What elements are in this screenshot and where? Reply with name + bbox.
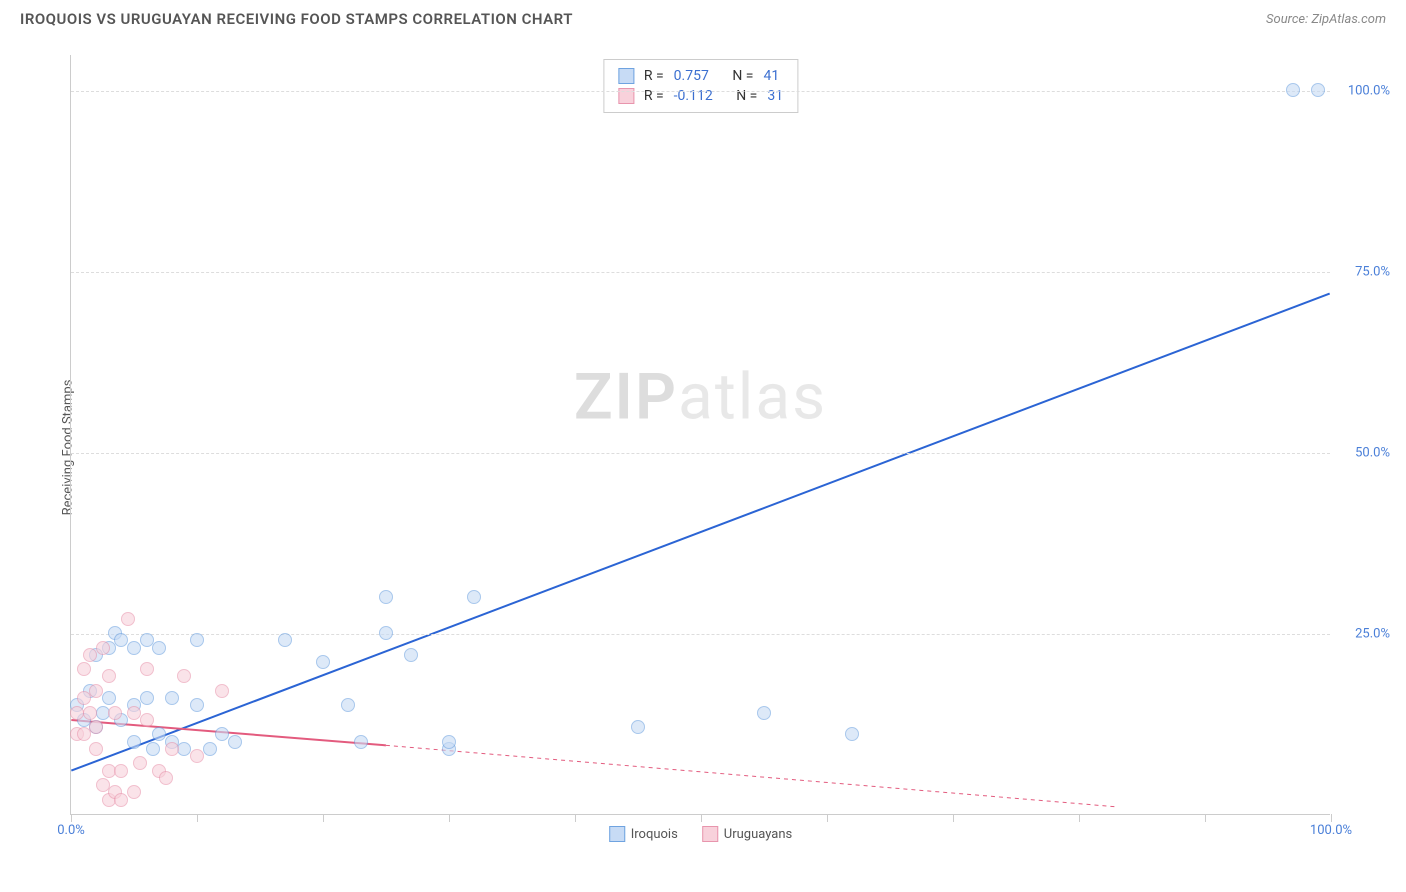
- scatter-point: [190, 749, 204, 763]
- scatter-point: [379, 590, 393, 604]
- scatter-point: [114, 793, 128, 807]
- source-prefix: Source:: [1266, 12, 1311, 27]
- scatter-point: [159, 771, 173, 785]
- scatter-point: [190, 698, 204, 712]
- legend-item-1: Uruguayans: [702, 826, 792, 842]
- stats-row-0: R = 0.757 N = 41: [618, 66, 783, 86]
- x-tick-label: 100.0%: [1310, 823, 1352, 838]
- scatter-point: [140, 662, 154, 676]
- stats-box: R = 0.757 N = 41 R = -0.112 N = 31: [603, 59, 798, 113]
- watermark-light: atlas: [678, 359, 827, 434]
- scatter-point: [215, 684, 229, 698]
- scatter-point: [203, 742, 217, 756]
- scatter-point: [114, 764, 128, 778]
- scatter-point: [165, 742, 179, 756]
- stats-r-label-0: R =: [644, 68, 664, 84]
- chart-container: Receiving Food Stamps ZIPatlas R = 0.757…: [50, 45, 1330, 835]
- scatter-point: [127, 735, 141, 749]
- chart-header: IROQUOIS VS URUGUAYAN RECEIVING FOOD STA…: [0, 0, 1406, 28]
- scatter-point: [379, 626, 393, 640]
- x-tick-label: 0.0%: [57, 823, 85, 838]
- scatter-point: [77, 727, 91, 741]
- scatter-point: [404, 648, 418, 662]
- x-tick: [1331, 814, 1332, 822]
- x-tick: [323, 814, 324, 822]
- scatter-point: [442, 735, 456, 749]
- scatter-point: [121, 612, 135, 626]
- scatter-point: [83, 648, 97, 662]
- scatter-point: [845, 727, 859, 741]
- legend-label-0: Iroquois: [631, 827, 678, 842]
- scatter-point: [127, 785, 141, 799]
- gridline-h: [71, 272, 1330, 273]
- x-tick: [449, 814, 450, 822]
- x-tick: [953, 814, 954, 822]
- scatter-point: [127, 641, 141, 655]
- source-link[interactable]: ZipAtlas.com: [1311, 12, 1386, 27]
- watermark: ZIPatlas: [574, 359, 827, 434]
- scatter-point: [190, 633, 204, 647]
- scatter-point: [354, 735, 368, 749]
- gridline-h: [71, 453, 1330, 454]
- scatter-point: [228, 735, 242, 749]
- x-tick: [1205, 814, 1206, 822]
- scatter-point: [77, 662, 91, 676]
- x-tick: [1079, 814, 1080, 822]
- y-tick-label: 75.0%: [1355, 265, 1390, 280]
- scatter-point: [89, 720, 103, 734]
- scatter-point: [631, 720, 645, 734]
- stats-n-val-0: 41: [763, 68, 779, 84]
- scatter-point: [77, 691, 91, 705]
- scatter-point: [177, 669, 191, 683]
- legend-swatch-0: [609, 826, 625, 842]
- scatter-point: [133, 756, 147, 770]
- y-tick-label: 50.0%: [1355, 446, 1390, 461]
- stats-swatch-0: [618, 68, 634, 84]
- y-tick-label: 100.0%: [1348, 84, 1390, 99]
- legend-swatch-1: [702, 826, 718, 842]
- legend-label-1: Uruguayans: [724, 827, 792, 842]
- chart-title: IROQUOIS VS URUGUAYAN RECEIVING FOOD STA…: [20, 10, 573, 28]
- scatter-point: [140, 691, 154, 705]
- x-tick: [197, 814, 198, 822]
- scatter-point: [146, 742, 160, 756]
- legend: Iroquois Uruguayans: [609, 826, 793, 842]
- scatter-point: [108, 706, 122, 720]
- trend-lines: [71, 55, 1330, 814]
- plot-area: ZIPatlas R = 0.757 N = 41 R = -0.112 N =…: [70, 55, 1330, 815]
- scatter-point: [1286, 83, 1300, 97]
- scatter-point: [96, 641, 110, 655]
- scatter-point: [467, 590, 481, 604]
- scatter-point: [83, 706, 97, 720]
- scatter-point: [165, 691, 179, 705]
- source-attribution: Source: ZipAtlas.com: [1266, 12, 1386, 27]
- x-tick: [575, 814, 576, 822]
- stats-n-label-0: N =: [732, 68, 753, 84]
- scatter-point: [152, 641, 166, 655]
- legend-item-0: Iroquois: [609, 826, 678, 842]
- scatter-point: [316, 655, 330, 669]
- scatter-point: [278, 633, 292, 647]
- scatter-point: [102, 691, 116, 705]
- watermark-heavy: ZIP: [574, 359, 678, 434]
- y-tick-label: 25.0%: [1355, 627, 1390, 642]
- x-tick: [701, 814, 702, 822]
- gridline-h: [71, 91, 1330, 92]
- scatter-point: [1311, 83, 1325, 97]
- scatter-point: [89, 742, 103, 756]
- stats-r-val-0: 0.757: [674, 68, 709, 84]
- scatter-point: [140, 713, 154, 727]
- x-tick: [827, 814, 828, 822]
- stats-row-1: R = -0.112 N = 31: [618, 86, 783, 106]
- scatter-point: [89, 684, 103, 698]
- scatter-point: [341, 698, 355, 712]
- scatter-point: [102, 669, 116, 683]
- x-tick: [71, 814, 72, 822]
- scatter-point: [757, 706, 771, 720]
- gridline-h: [71, 634, 1330, 635]
